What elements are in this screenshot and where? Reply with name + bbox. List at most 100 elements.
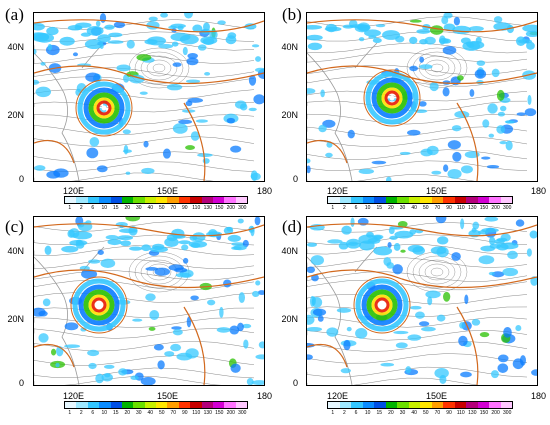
colorbar-swatch xyxy=(235,402,247,408)
map-svg xyxy=(34,217,264,385)
colorbar-tick-label: 2 xyxy=(343,410,346,416)
colorbar-swatch xyxy=(351,402,363,408)
colorbar-swatch xyxy=(212,402,225,408)
lon-label-150e: 150E xyxy=(157,391,179,401)
colorbar-tick-label: 30 xyxy=(135,410,142,416)
lon-label-150e: 150E xyxy=(426,186,448,196)
colorbar-tick-label: 10 xyxy=(101,410,108,416)
map-area xyxy=(306,216,538,386)
colorbar-swatch xyxy=(500,402,512,408)
colorbar-tick-label: 300 xyxy=(503,410,512,416)
colorbar xyxy=(327,401,513,409)
map-svg xyxy=(307,13,537,181)
colorbar-tick-label: 110 xyxy=(456,410,465,416)
colorbar-tick-label: 15 xyxy=(376,205,383,211)
colorbar-tick-label: 30 xyxy=(399,410,406,416)
colorbar-tick-label: 70 xyxy=(170,410,177,416)
colorbar-swatch xyxy=(328,402,340,408)
colorbar-swatch xyxy=(374,197,386,203)
lat-label-40n: 40N xyxy=(7,42,24,52)
colorbar-swatch xyxy=(489,197,501,203)
colorbar-swatch xyxy=(235,197,247,203)
colorbar-tick-label: 150 xyxy=(215,410,224,416)
lon-label-120e: 120E xyxy=(63,186,85,196)
colorbar-swatch xyxy=(87,402,100,408)
colorbar-swatch xyxy=(454,402,466,408)
colorbar-tick-label: 90 xyxy=(446,410,452,416)
colorbar-tick-label: 6 xyxy=(91,410,95,416)
colorbar-tick-label: 6 xyxy=(91,205,95,211)
colorbar-tick-label: 10 xyxy=(364,410,371,416)
lon-label-120e: 120E xyxy=(327,391,349,401)
colorbar-swatch xyxy=(397,197,409,203)
colorbar-swatch xyxy=(477,197,489,203)
precipitation xyxy=(34,217,264,385)
colorbar-swatch xyxy=(110,197,122,203)
colorbar-swatch xyxy=(374,402,386,408)
colorbar-swatch xyxy=(466,402,478,408)
colorbar-tick-label: 150 xyxy=(479,205,489,211)
colorbar-tick-label: 200 xyxy=(491,410,500,416)
colorbar-swatch xyxy=(408,197,420,203)
precipitation xyxy=(34,13,264,181)
lon-label-180: 180 xyxy=(531,391,547,401)
typhoon-core xyxy=(355,278,409,332)
colorbar-tick-label: 50 xyxy=(423,410,429,416)
panel-label: (b) xyxy=(282,5,302,24)
colorbar-tick-label: 150 xyxy=(215,205,224,211)
map-svg xyxy=(307,217,537,385)
lat-label-0: 0 xyxy=(292,378,298,388)
lat-label-20n: 20N xyxy=(7,110,24,120)
colorbar-tick-label: 130 xyxy=(203,410,212,416)
panel-a: (a) 40N 20N 0 120E 150E 180 1 2 6 10 15 20 30 4… xyxy=(0,0,275,212)
colorbar-swatch xyxy=(144,197,156,203)
colorbar-swatch xyxy=(500,197,512,203)
colorbar-tick-label: 40 xyxy=(147,205,154,211)
colorbar-tick-label: 1 xyxy=(331,205,335,211)
colorbar-swatch xyxy=(385,402,397,408)
lat-label-0: 0 xyxy=(18,174,24,184)
colorbar-tick-label: 110 xyxy=(192,410,201,416)
colorbar-swatch xyxy=(65,197,77,203)
colorbar xyxy=(64,401,248,409)
lon-label-150e: 150E xyxy=(157,186,179,196)
colorbar-swatch xyxy=(178,197,191,203)
colorbar-tick-label: 200 xyxy=(226,410,235,416)
colorbar-swatch xyxy=(190,402,202,408)
colorbar-swatch xyxy=(351,197,363,203)
colorbar-tick-label: 50 xyxy=(423,205,429,211)
panel-label: (a) xyxy=(5,5,24,24)
colorbar-tick-label: 40 xyxy=(411,410,417,416)
colorbar-swatch xyxy=(224,402,236,408)
colorbar xyxy=(64,196,248,204)
lat-label-40n: 40N xyxy=(7,246,24,256)
lat-label-40n: 40N xyxy=(281,246,298,256)
lon-label-150e: 150E xyxy=(426,391,448,401)
colorbar-swatch xyxy=(477,402,489,408)
colorbar-tick-label: 300 xyxy=(503,205,512,211)
colorbar-swatch xyxy=(339,197,351,203)
colorbar-swatch xyxy=(443,197,455,203)
colorbar-swatch xyxy=(190,197,202,203)
lon-label-180: 180 xyxy=(531,186,547,196)
colorbar-tick-label: 40 xyxy=(147,410,154,416)
colorbar-tick-label: 70 xyxy=(434,205,441,211)
map-area xyxy=(33,216,265,386)
colorbar-swatch xyxy=(156,402,168,408)
colorbar-swatch xyxy=(431,402,443,408)
colorbar-tick-label: 40 xyxy=(411,205,417,211)
lon-label-180: 180 xyxy=(257,391,273,401)
colorbar-tick-label: 300 xyxy=(238,410,247,416)
colorbar-tick-label: 30 xyxy=(135,205,142,211)
colorbar-swatch xyxy=(408,402,420,408)
colorbar-tick-label: 90 xyxy=(446,205,452,211)
colorbar-swatch xyxy=(121,197,134,203)
colorbar-tick-label: 200 xyxy=(226,205,235,211)
colorbar-swatch xyxy=(385,197,397,203)
lat-label-20n: 20N xyxy=(281,110,298,120)
colorbar-swatch xyxy=(362,402,374,408)
colorbar-swatch xyxy=(397,402,409,408)
lat-label-20n: 20N xyxy=(7,314,24,324)
colorbar-tick-label: 2 xyxy=(79,410,83,416)
colorbar-swatch xyxy=(76,402,88,408)
